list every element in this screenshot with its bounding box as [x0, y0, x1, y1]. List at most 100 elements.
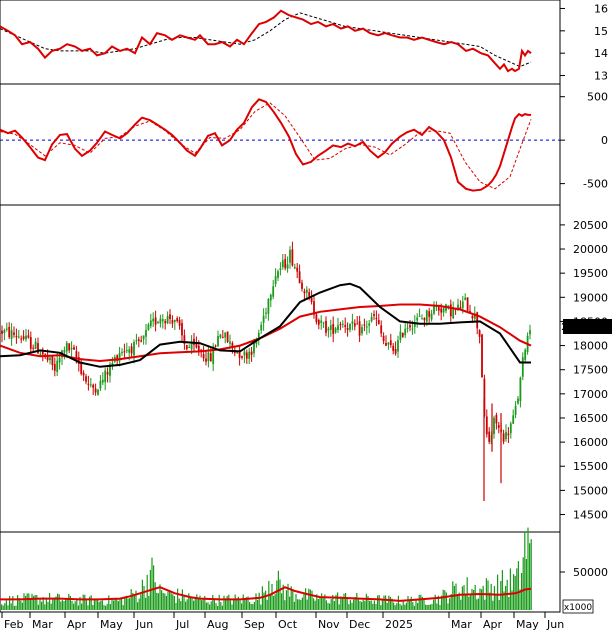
volume-bar: [468, 596, 470, 610]
volume-bar: [41, 601, 43, 610]
volume-bar: [461, 586, 463, 610]
volume-bar: [381, 599, 383, 610]
volume-bar: [426, 605, 428, 610]
volume-bar: [124, 597, 126, 610]
volume-moving-average: [0, 586, 532, 602]
volume-bar: [428, 604, 430, 610]
volume-bar: [266, 599, 268, 610]
candle-body: [25, 335, 27, 340]
candle-body: [514, 405, 517, 415]
volume-bar: [265, 590, 267, 610]
candle-body: [73, 347, 75, 350]
volume-bar: [389, 596, 391, 610]
candle-body: [464, 297, 467, 301]
candle-body: [94, 388, 97, 393]
volume-bar: [117, 601, 119, 610]
volume-bar: [314, 600, 316, 610]
candle-body: [423, 318, 426, 321]
candle-body: [17, 336, 20, 338]
candle-body: [394, 349, 397, 354]
volume-bar: [383, 595, 385, 610]
candle-body: [245, 352, 248, 359]
candle-body: [77, 357, 80, 364]
volume-bar: [420, 594, 422, 610]
volume-bar: [4, 603, 6, 610]
oscillator-signal-line: [0, 102, 532, 190]
volume-bar: [473, 590, 475, 610]
volume-bar: [69, 596, 71, 610]
volume-bar: [255, 593, 257, 610]
volume-bar: [293, 601, 295, 610]
candle-body: [481, 334, 483, 378]
candle-body: [44, 353, 47, 355]
candle-body: [289, 249, 291, 263]
volume-bar: [396, 603, 398, 610]
volume-bar: [13, 605, 15, 610]
volume-bar: [180, 601, 182, 610]
candle-body: [389, 340, 392, 345]
y-tick-label: 17000: [573, 388, 608, 401]
volume-bar: [225, 598, 227, 610]
candle-body: [205, 358, 207, 362]
volume-bar: [101, 600, 103, 610]
volume-bar: [95, 598, 97, 610]
volume-bar: [530, 539, 532, 610]
volume-bar: [308, 588, 310, 610]
volume-bar: [68, 593, 70, 610]
volume-bar: [66, 598, 68, 610]
volume-bar: [436, 603, 438, 610]
candle-body: [253, 341, 255, 354]
volume-bar: [220, 602, 222, 610]
price-panel: 2050020000195001900018500180001750017000…: [0, 219, 608, 522]
volume-bar: [146, 574, 148, 610]
candle-body: [269, 294, 272, 301]
volume-bar: [135, 590, 137, 610]
x-tick-label: Feb: [4, 618, 23, 631]
candle-body: [471, 315, 474, 319]
volume-bar: [26, 593, 28, 610]
volume-bar: [228, 594, 230, 610]
volume-bar: [397, 595, 399, 610]
volume-bar: [269, 594, 271, 610]
candle-body: [524, 349, 527, 361]
candle-body: [421, 318, 423, 320]
candle-body: [190, 341, 193, 350]
candle-body: [159, 318, 162, 324]
candle-body: [361, 327, 363, 334]
candle-body: [449, 304, 452, 317]
volume-bar: [373, 600, 375, 610]
volume-bar: [322, 598, 324, 610]
volume-bar: [250, 603, 252, 610]
y-tick-label: 16: [594, 2, 608, 15]
candle-body: [181, 323, 183, 336]
candle-body: [22, 336, 25, 339]
volume-bar: [12, 596, 14, 610]
candle-body: [265, 312, 267, 314]
volume-bar: [1, 604, 3, 610]
candle-body: [195, 342, 198, 348]
volume-bar: [431, 603, 433, 610]
volume-bar: [287, 583, 289, 610]
candle-body: [341, 323, 344, 325]
candle-body: [101, 379, 104, 383]
volume-bar: [490, 583, 492, 610]
volume-bar: [63, 601, 65, 610]
candle-body: [344, 325, 347, 327]
candle-body: [416, 317, 419, 321]
volume-bar: [242, 594, 244, 610]
volume-bar: [196, 594, 198, 610]
volume-bar: [274, 594, 276, 610]
candle-body: [97, 389, 99, 395]
candle-body: [135, 340, 138, 342]
volume-bar: [442, 589, 444, 610]
volume-bar: [191, 597, 193, 610]
volume-bar: [529, 543, 531, 610]
volume-bar: [409, 600, 411, 610]
volume-bar: [65, 598, 67, 610]
volume-bar: [313, 598, 315, 610]
volume-bar: [133, 595, 135, 610]
candle-body: [272, 286, 275, 297]
candle-body: [399, 331, 402, 340]
volume-bar: [495, 593, 497, 610]
